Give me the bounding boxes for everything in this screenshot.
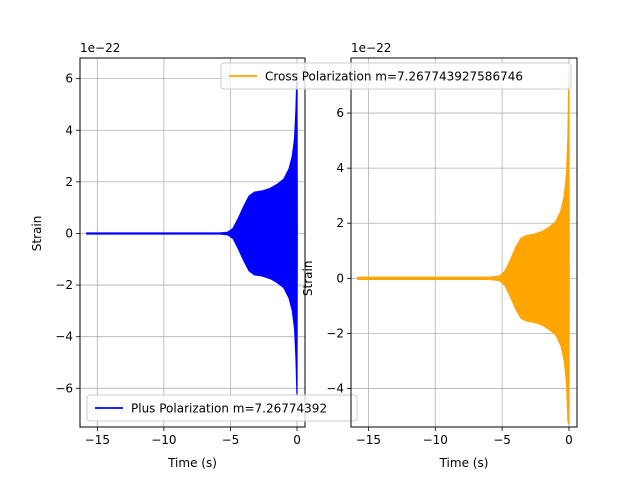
cross-polarization-panel: −15 −10 −5 0 −4 −2 0 2 4 6 1e−22 Time (s) Strain Cros… bbox=[220, 41, 578, 470]
y-tick-label: 0 bbox=[65, 226, 73, 240]
x-tick-label: −5 bbox=[493, 433, 511, 447]
x-tick-label: 0 bbox=[565, 433, 573, 447]
x-axis-label: Time (s) bbox=[167, 456, 217, 470]
y-axis-label: Strain bbox=[301, 261, 315, 297]
legend-label: Plus Polarization m=7.26774392 bbox=[131, 402, 327, 416]
y-tick-label: −4 bbox=[55, 330, 73, 344]
y-tick-label: −2 bbox=[55, 278, 73, 292]
x-tick-label: −15 bbox=[85, 433, 110, 447]
y-tick-label: 2 bbox=[336, 216, 344, 230]
legend: Cross Polarization m=7.267743927586746 bbox=[220, 62, 572, 90]
x-axis-label: Time (s) bbox=[439, 456, 489, 470]
y-tick-label: 6 bbox=[336, 106, 344, 120]
axes-frame bbox=[350, 57, 578, 428]
y-tick-label: 4 bbox=[336, 161, 344, 175]
series-0-envelope bbox=[357, 69, 570, 425]
y-offset-text: 1e−22 bbox=[80, 41, 120, 55]
y-offset-text: 1e−22 bbox=[351, 41, 391, 55]
legend-label: Cross Polarization m=7.267743927586746 bbox=[265, 70, 523, 84]
plus-polarization-panel: −15 −10 −5 0 −6 −4 −2 0 2 4 6 1e−22 Time (s) Strain Pl… bbox=[30, 41, 358, 470]
y-tick-label: −4 bbox=[326, 381, 344, 395]
x-tick-label: −10 bbox=[151, 433, 176, 447]
y-tick-label: −2 bbox=[326, 326, 344, 340]
x-tick-label: −10 bbox=[423, 433, 448, 447]
series-0-waveform bbox=[357, 69, 570, 425]
y-tick-label: 0 bbox=[336, 271, 344, 285]
y-tick-label: 4 bbox=[65, 123, 73, 137]
x-tick-label: −5 bbox=[222, 433, 240, 447]
x-tick-label: 0 bbox=[293, 433, 301, 447]
y-axis-label: Strain bbox=[30, 216, 44, 252]
legend-box bbox=[86, 394, 358, 422]
x-tick-label: −15 bbox=[356, 433, 381, 447]
y-tick-label: 2 bbox=[65, 175, 73, 189]
y-tick-label: 6 bbox=[65, 72, 73, 86]
legend: Plus Polarization m=7.26774392 bbox=[86, 394, 358, 422]
series-0-envelope bbox=[86, 73, 298, 397]
y-tick-label: −6 bbox=[55, 381, 73, 395]
axes-frame bbox=[79, 57, 306, 428]
series-0-waveform bbox=[86, 73, 298, 397]
legend-box bbox=[220, 62, 572, 90]
